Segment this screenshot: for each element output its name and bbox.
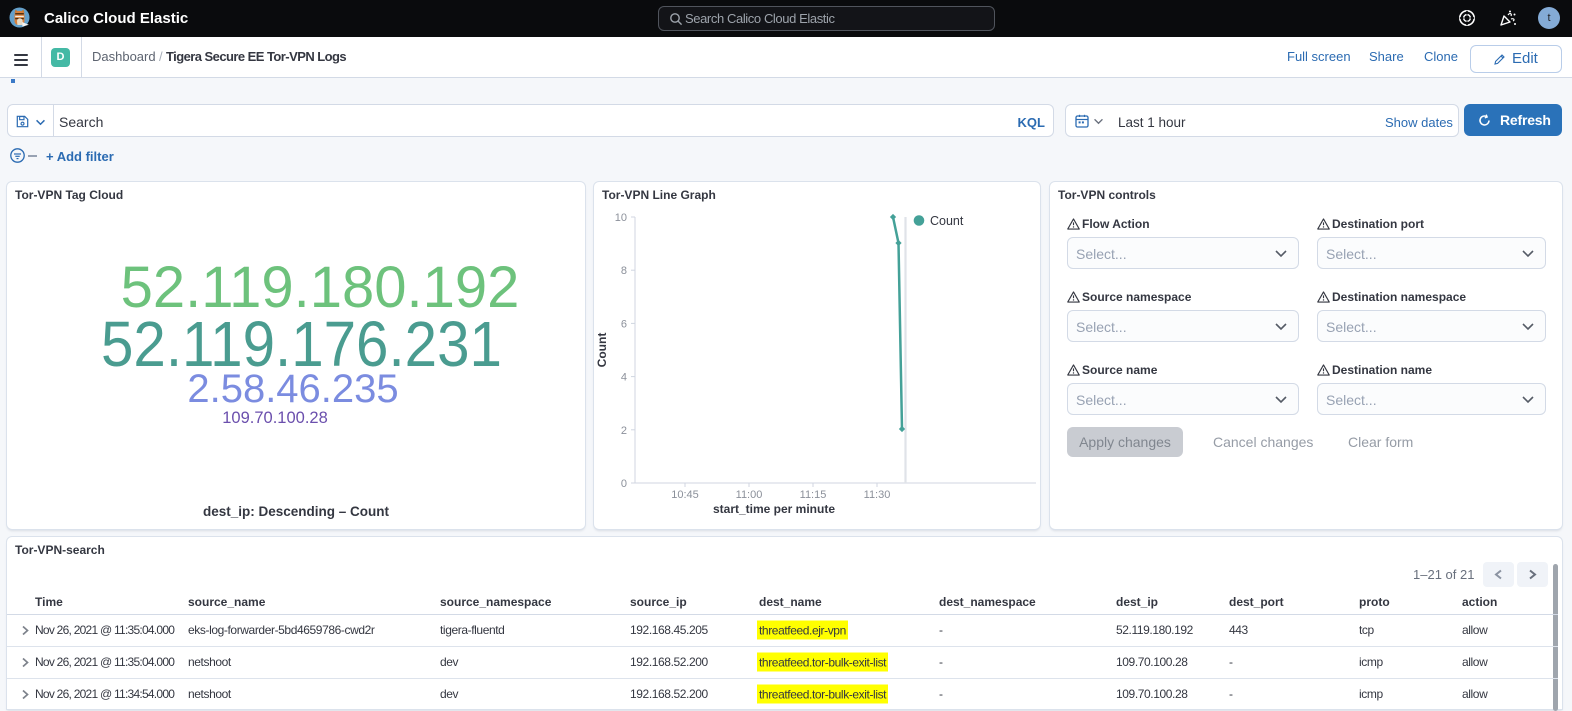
svg-text:11:15: 11:15 xyxy=(800,489,827,501)
svg-text:0: 0 xyxy=(621,478,627,490)
svg-text:11:30: 11:30 xyxy=(864,489,891,501)
svg-text:Count: Count xyxy=(930,214,964,228)
svg-text:10:45: 10:45 xyxy=(671,489,699,501)
svg-text:2: 2 xyxy=(621,425,627,437)
svg-text:Count: Count xyxy=(595,333,609,368)
svg-text:11:00: 11:00 xyxy=(736,489,763,501)
svg-text:10: 10 xyxy=(615,212,627,224)
svg-text:6: 6 xyxy=(621,318,627,330)
svg-text:4: 4 xyxy=(621,372,627,384)
svg-text:start_time per minute: start_time per minute xyxy=(713,502,835,516)
svg-text:8: 8 xyxy=(621,265,627,277)
